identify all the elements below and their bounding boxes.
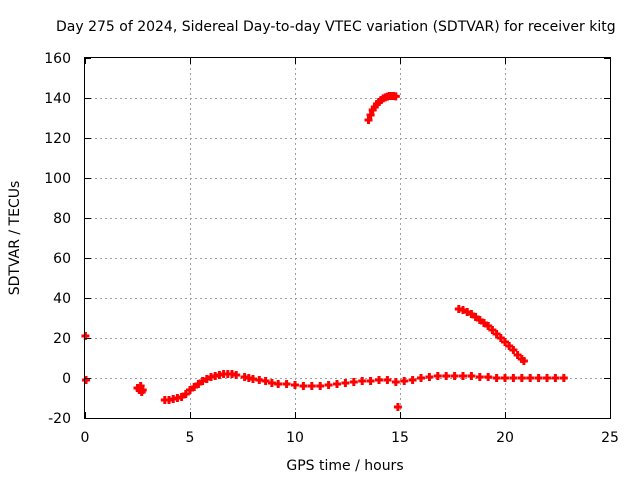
data-point <box>417 374 425 382</box>
x-tick-label: 20 <box>496 430 514 446</box>
data-point <box>480 319 488 327</box>
data-point <box>496 334 505 342</box>
data-point <box>190 383 199 391</box>
x-tick-label: 15 <box>391 430 409 446</box>
axis-ticks: 0 5 10 15 20 25 -20 0 20 40 60 80 100 120 140 160 <box>44 51 619 446</box>
data-point <box>471 313 480 321</box>
data-point <box>488 326 497 334</box>
y-tick-label: 80 <box>53 211 71 227</box>
data-point <box>181 390 190 398</box>
y-tick-label: -20 <box>48 411 71 427</box>
plot-frame <box>84 57 611 419</box>
data-point <box>177 393 186 401</box>
data-points <box>81 92 568 411</box>
chart-title: Day 275 of 2024, Sidereal Day-to-day VTE… <box>56 19 616 35</box>
data-point <box>513 351 522 359</box>
data-point <box>391 92 400 101</box>
data-point <box>505 342 514 350</box>
data-point <box>442 372 451 380</box>
data-point <box>559 374 568 382</box>
data-point <box>425 373 434 381</box>
y-axis-label: SDTVAR / TECUs <box>7 181 23 296</box>
data-point <box>509 346 518 354</box>
data-point <box>291 381 299 389</box>
data-point <box>358 377 367 385</box>
data-point <box>475 316 484 324</box>
x-tick-label: 5 <box>186 430 195 446</box>
data-point <box>202 375 211 383</box>
data-point <box>534 374 543 382</box>
grid <box>85 58 610 418</box>
y-tick-label: 60 <box>53 251 71 267</box>
data-point <box>194 380 203 388</box>
data-point <box>450 372 459 380</box>
data-point <box>463 308 472 316</box>
data-point <box>400 377 409 385</box>
x-tick-label: 10 <box>286 430 304 446</box>
data-point <box>519 357 528 365</box>
x-tick-label: 0 <box>81 430 90 446</box>
data-point <box>467 372 476 380</box>
data-point <box>509 374 518 382</box>
data-point <box>526 374 535 382</box>
data-point <box>459 372 467 380</box>
data-point <box>261 377 270 385</box>
series-isolated-points <box>81 332 402 411</box>
data-point <box>484 373 493 381</box>
data-point <box>364 116 373 124</box>
data-point <box>475 373 484 381</box>
y-tick-label: 100 <box>44 171 71 187</box>
data-point <box>551 374 560 382</box>
data-point <box>433 372 442 380</box>
data-point <box>274 380 283 388</box>
series-descending-arc <box>454 305 528 365</box>
data-point <box>391 378 400 386</box>
data-point <box>543 374 551 382</box>
data-point <box>316 382 325 390</box>
data-point <box>232 371 241 379</box>
data-point <box>492 330 501 338</box>
x-axis-label: GPS time / hours <box>286 458 403 474</box>
data-point <box>408 376 417 384</box>
data-point <box>517 374 526 382</box>
data-point <box>186 386 194 394</box>
data-point <box>198 377 207 385</box>
y-tick-label: 0 <box>62 371 71 387</box>
data-point <box>492 374 501 382</box>
data-point <box>349 378 358 386</box>
data-point <box>299 382 308 390</box>
data-point <box>341 379 350 387</box>
data-point <box>484 322 493 330</box>
data-point <box>138 386 147 394</box>
data-point <box>383 376 392 384</box>
data-point <box>459 306 467 314</box>
data-point <box>501 338 509 346</box>
y-tick-label: 120 <box>44 131 71 147</box>
y-tick-label: 40 <box>53 291 71 307</box>
series-arc-2-6h <box>133 382 147 396</box>
data-point <box>375 376 383 384</box>
data-point <box>467 310 476 318</box>
series-high-arc <box>364 92 400 124</box>
y-tick-label: 160 <box>44 51 71 67</box>
data-point <box>393 403 402 411</box>
data-point <box>366 377 375 385</box>
y-tick-label: 20 <box>53 331 71 347</box>
data-point <box>82 376 91 384</box>
data-point <box>282 380 291 388</box>
data-point <box>501 374 509 382</box>
data-point <box>307 382 316 390</box>
data-point <box>324 381 333 389</box>
series-main-baseline <box>160 370 568 404</box>
x-tick-label: 25 <box>601 430 619 446</box>
data-point <box>333 380 341 388</box>
data-point <box>366 111 375 119</box>
y-tick-label: 140 <box>44 91 71 107</box>
